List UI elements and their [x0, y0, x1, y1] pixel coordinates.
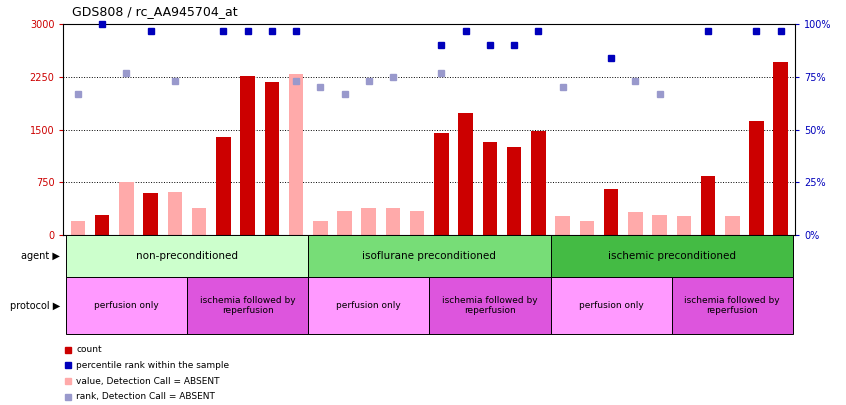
- Bar: [265, 82, 279, 235]
- Bar: [187, 277, 308, 334]
- Bar: [288, 74, 304, 235]
- Bar: [240, 76, 255, 235]
- Text: percentile rank within the sample: percentile rank within the sample: [76, 361, 229, 370]
- Bar: [192, 207, 206, 235]
- Text: perfusion only: perfusion only: [337, 301, 401, 310]
- Text: isoflurane preconditioned: isoflurane preconditioned: [362, 251, 497, 261]
- Text: agent ▶: agent ▶: [21, 251, 60, 261]
- Bar: [750, 121, 764, 235]
- Bar: [361, 207, 376, 235]
- Bar: [507, 147, 521, 235]
- Bar: [604, 189, 618, 235]
- Bar: [725, 216, 739, 235]
- Bar: [434, 133, 448, 235]
- Bar: [628, 213, 643, 235]
- Text: ischemia followed by
reperfusion: ischemia followed by reperfusion: [442, 296, 538, 315]
- Bar: [168, 192, 182, 235]
- Bar: [700, 176, 715, 235]
- Bar: [144, 194, 158, 235]
- Text: GDS808 / rc_AA945704_at: GDS808 / rc_AA945704_at: [72, 5, 238, 18]
- Bar: [66, 235, 308, 277]
- Bar: [652, 215, 667, 235]
- Bar: [459, 113, 473, 235]
- Bar: [531, 131, 546, 235]
- Text: ischemic preconditioned: ischemic preconditioned: [607, 251, 736, 261]
- Text: ischemia followed by
reperfusion: ischemia followed by reperfusion: [684, 296, 780, 315]
- Text: ischemia followed by
reperfusion: ischemia followed by reperfusion: [200, 296, 295, 315]
- Bar: [308, 235, 551, 277]
- Bar: [483, 142, 497, 235]
- Bar: [338, 211, 352, 235]
- Bar: [551, 235, 793, 277]
- Text: protocol ▶: protocol ▶: [10, 301, 60, 311]
- Bar: [551, 277, 672, 334]
- Bar: [429, 277, 551, 334]
- Bar: [555, 216, 570, 235]
- Bar: [580, 221, 594, 235]
- Bar: [677, 216, 691, 235]
- Bar: [308, 277, 429, 334]
- Bar: [386, 208, 400, 235]
- Bar: [410, 211, 425, 235]
- Text: rank, Detection Call = ABSENT: rank, Detection Call = ABSENT: [76, 392, 215, 401]
- Text: count: count: [76, 345, 102, 354]
- Bar: [119, 181, 134, 235]
- Bar: [672, 277, 793, 334]
- Bar: [313, 221, 327, 235]
- Bar: [71, 221, 85, 235]
- Bar: [66, 277, 187, 334]
- Bar: [773, 62, 788, 235]
- Text: perfusion only: perfusion only: [94, 301, 159, 310]
- Text: non-preconditioned: non-preconditioned: [136, 251, 238, 261]
- Text: perfusion only: perfusion only: [579, 301, 644, 310]
- Bar: [95, 215, 109, 235]
- Bar: [216, 136, 231, 235]
- Text: value, Detection Call = ABSENT: value, Detection Call = ABSENT: [76, 377, 220, 386]
